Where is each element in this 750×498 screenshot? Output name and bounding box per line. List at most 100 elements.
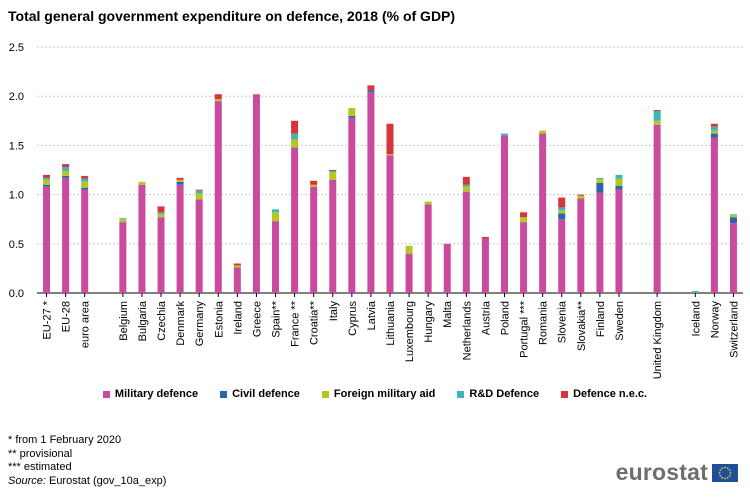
bar-segment [367,90,375,93]
flag-star [721,466,724,469]
bar-segment [367,85,375,91]
bar-segment [157,217,165,293]
legend-swatch [457,390,465,398]
bar-segment [43,177,51,180]
source-line: Source: Eurostat (gov_10a_exp) [8,475,166,489]
x-tick-label: Romania [538,300,550,345]
bar-segment [62,170,70,176]
x-tick-label: Hungary [423,301,435,343]
legend-label: Military defence [114,388,199,400]
x-tick-label: Germany [194,301,206,347]
y-tick-label: 1.0 [9,190,24,202]
y-tick-label: 1.5 [9,140,24,152]
bar-segment [176,177,184,180]
bar-segment [710,133,718,138]
footnote-estimated: *** estimated [8,461,72,473]
x-tick-label: Luxembourg [404,301,416,362]
bar-segment [214,99,222,102]
bar-segment [596,182,604,193]
bar-segment [367,92,375,293]
chart-legend: Military defence Civil defence Foreign mil… [0,388,750,400]
y-tick-label: 2.5 [9,42,24,54]
bar-segment [119,219,127,223]
x-tick-label: Denmark [175,301,187,346]
legend-item: Civil defence [220,388,300,400]
x-tick-label: Greece [251,301,263,337]
bar-segment [176,184,184,293]
legend-swatch [102,390,110,398]
bar-segment [291,133,299,140]
flag-star [726,476,729,479]
bar-segment [386,155,394,293]
x-tick-label: United Kingdom [652,301,664,379]
bar-segment [233,265,241,268]
y-tick-label: 0.5 [9,239,24,251]
bar-segment [577,195,585,199]
legend-label: Foreign military aid [333,388,436,400]
bar-segment [195,190,203,194]
bar-segment [119,222,127,293]
bar-segment [558,207,566,211]
flag-star [719,468,722,471]
bar-segment [500,135,508,293]
legend-swatch [220,390,228,398]
legend-label: Defence n.e.c. [573,388,648,400]
bar-segment [81,187,89,190]
bar-segment [291,120,299,134]
x-tick-label: Portugal *** [519,300,531,358]
bar-segment [138,184,146,293]
bar-segment [348,108,356,116]
bar-segment [539,130,547,134]
bar-segment [62,177,70,293]
bar-segment [176,181,184,185]
bar-chart: 0.0 0.5 1.0 1.5 2.0 2.5 EU-27 * EU-28 euro area B… [9,42,743,379]
bar-segment [43,186,51,293]
x-tick-label: Sweden [614,301,626,341]
bar-segment [710,126,718,131]
bar-segment [443,243,451,293]
x-tick-label: EU-28 [61,301,73,332]
chart-title: Total general government expenditure on … [8,8,456,24]
bar-segment [462,176,470,185]
bar-segment [520,222,528,293]
bar-segment [329,170,337,171]
bar-segment [539,133,547,293]
flag-star [721,476,724,479]
flag-star [728,468,731,471]
bar-segment [462,184,470,187]
x-tick-label: Latvia [366,300,378,330]
bar-segment [405,253,413,293]
bar-segment [81,178,89,182]
source-text: Eurostat (gov_10a_exp) [45,474,167,487]
bar-segment [691,291,699,293]
bar-segment [233,263,241,266]
x-tick-label: Austria [480,300,492,335]
bar-segment [558,213,566,220]
source-label: Source: [8,474,46,487]
bar-segment [653,120,661,125]
x-tick-label: Estonia [213,300,225,338]
flag-star [724,477,726,479]
x-tick-label: Lithuania [385,300,397,346]
x-tick-label: Bulgaria [137,300,149,341]
bar-segment [119,218,127,220]
bar-segment [462,186,470,192]
bar-segment [710,137,718,293]
bar-segment [291,139,299,148]
bar-segment [195,199,203,293]
bar-segment [291,147,299,293]
bar-segment [157,212,165,215]
bar-segment [195,193,203,200]
bar-segment [577,194,585,196]
bar-segment [596,178,604,183]
x-tick-label: Czechia [156,300,168,341]
x-tick-label: Finland [595,301,607,337]
flag-star [726,466,729,469]
bar-segment [252,94,260,294]
x-tick-label: Switzerland [728,301,740,358]
bar-segment [520,217,528,223]
bar-segment [310,184,318,187]
x-tick-label: Netherlands [461,301,473,361]
bar-segment [710,123,718,127]
footnote-provisional: ** provisional [8,447,73,460]
